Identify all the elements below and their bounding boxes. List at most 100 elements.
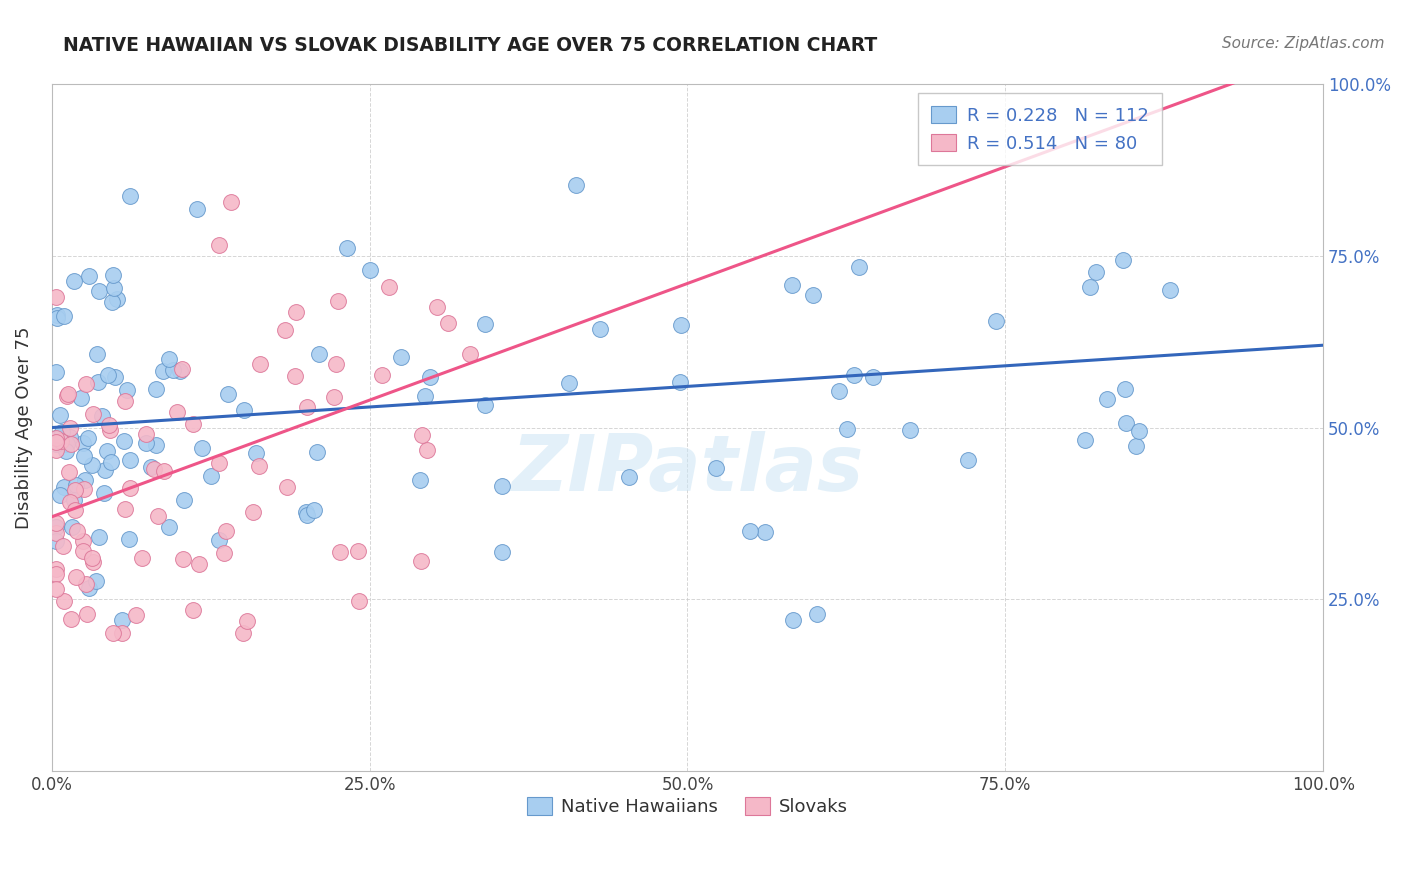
Point: [52, 309, 75, 323]
Point: [114, 502, 136, 516]
Point: [115, 384, 138, 398]
Point: [408, 473, 430, 487]
Point: [166, 405, 188, 419]
Point: [97, 368, 120, 382]
Point: [65, 570, 87, 584]
Point: [297, 508, 319, 523]
Point: [458, 347, 481, 361]
Point: [148, 509, 170, 524]
Point: [93, 486, 115, 500]
Point: [474, 317, 496, 331]
Point: [145, 382, 167, 396]
Point: [1159, 283, 1181, 297]
Point: [336, 241, 359, 255]
Point: [1125, 439, 1147, 453]
Point: [806, 607, 828, 621]
Point: [169, 364, 191, 378]
Point: [65, 483, 87, 497]
Point: [77, 582, 100, 596]
Point: [87, 530, 110, 544]
Point: [347, 594, 370, 608]
Point: [51, 425, 73, 439]
Point: [284, 369, 307, 384]
Point: [100, 423, 122, 437]
Point: [669, 375, 692, 389]
Point: [1114, 382, 1136, 396]
Point: [45, 525, 67, 540]
Point: [45, 290, 67, 304]
Point: [276, 480, 298, 494]
Point: [70, 391, 93, 405]
Point: [1115, 416, 1137, 430]
Point: [143, 462, 166, 476]
Point: [669, 318, 692, 333]
Point: [217, 386, 239, 401]
Point: [56, 389, 79, 403]
Point: [72, 436, 94, 450]
Point: [58, 386, 80, 401]
Point: [45, 520, 67, 534]
Point: [984, 314, 1007, 328]
Point: [45, 435, 67, 450]
Point: [187, 557, 209, 571]
Point: [55, 443, 77, 458]
Point: [619, 470, 641, 484]
Point: [162, 363, 184, 377]
Point: [378, 279, 401, 293]
Point: [52, 481, 75, 495]
Point: [104, 370, 127, 384]
Point: [46, 430, 69, 444]
Point: [65, 502, 87, 516]
Point: [45, 533, 67, 548]
Point: [294, 505, 316, 519]
Point: [208, 456, 231, 470]
Point: [66, 524, 89, 538]
Point: [52, 593, 75, 607]
Point: [59, 495, 82, 509]
Point: [183, 417, 205, 431]
Text: ZIPatlas: ZIPatlas: [512, 431, 863, 507]
Point: [491, 544, 513, 558]
Point: [45, 442, 67, 457]
Point: [738, 524, 761, 538]
Point: [101, 626, 124, 640]
Point: [152, 364, 174, 378]
Point: [181, 603, 204, 617]
Point: [103, 280, 125, 294]
Point: [170, 361, 193, 376]
Point: [63, 274, 86, 288]
Point: [49, 488, 72, 502]
Point: [131, 551, 153, 566]
Point: [45, 561, 67, 575]
Point: [898, 423, 921, 437]
Point: [112, 434, 135, 448]
Point: [1078, 280, 1101, 294]
Point: [46, 308, 69, 322]
Point: [63, 492, 86, 507]
Point: [135, 436, 157, 450]
Point: [125, 607, 148, 622]
Point: [80, 551, 103, 566]
Point: [73, 473, 96, 487]
Point: [704, 461, 727, 475]
Point: [1074, 433, 1097, 447]
Point: [45, 567, 67, 582]
Point: [84, 574, 107, 588]
Point: [145, 438, 167, 452]
Point: [49, 408, 72, 422]
Y-axis label: Disability Age Over 75: Disability Age Over 75: [15, 326, 32, 529]
Point: [416, 442, 439, 457]
Point: [389, 350, 412, 364]
Point: [302, 503, 325, 517]
Point: [565, 178, 588, 192]
Point: [212, 546, 235, 560]
Point: [1128, 424, 1150, 438]
Point: [105, 292, 128, 306]
Point: [172, 552, 194, 566]
Point: [782, 613, 804, 627]
Point: [111, 613, 134, 627]
Point: [152, 464, 174, 478]
Point: [862, 370, 884, 384]
Point: [328, 294, 350, 309]
Point: [242, 505, 264, 519]
